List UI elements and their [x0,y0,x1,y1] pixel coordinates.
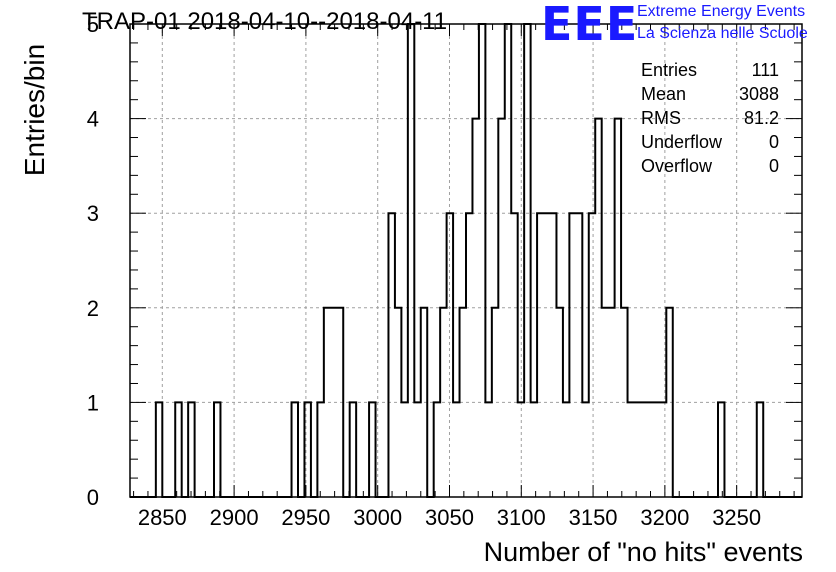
logo-line-2: La Scienza nelle Scuole [637,25,808,42]
chart-title: TRAP-01 2018-04-10--2018-04-11 [82,8,448,35]
plot-frame [129,23,803,498]
stat-value: 111 [751,60,779,80]
x-tick-label: 3150 [569,505,618,530]
y-axis-label: Entries/bin [19,43,50,177]
stat-label: Underflow [641,132,723,152]
stat-row-entries: Entries 111 [641,58,779,82]
stats-box: Entries 111 Mean 3088 RMS 81.2 Underflow… [641,58,779,178]
x-tick-label: 3000 [353,505,402,530]
y-tick-label: 4 [87,107,99,132]
y-tick-label: 3 [87,201,99,226]
stat-value: 81.2 [743,108,779,128]
x-tick-label: 3100 [497,505,546,530]
x-tick-label: 2950 [281,505,330,530]
axis-ticks [130,23,802,498]
y-tick-label: 1 [87,390,99,415]
stat-value: 0 [768,156,779,176]
tick-labels: 2850 2900 2950 3000 3050 3100 3150 3200 3250 0 1 2 3… [87,12,761,530]
x-axis-label: Number of "no hits" events [483,537,803,567]
axes-frame [129,23,803,498]
y-tick-label: 2 [87,296,99,321]
stat-row-rms: RMS 81.2 [641,106,779,130]
y-tick-label: 0 [87,485,99,510]
stat-value: 0 [768,132,779,152]
x-tick-label: 3200 [640,505,689,530]
stat-row-mean: Mean 3088 [641,82,779,106]
logo-line-1: Extreme Energy Events [637,3,806,20]
x-tick-label: 2850 [138,505,187,530]
stat-label: Mean [641,84,687,104]
stat-row-overflow: Overflow 0 [641,154,779,178]
stat-row-underflow: Underflow 0 [641,130,779,154]
x-tick-label: 3250 [712,505,761,530]
stat-label: RMS [641,108,681,128]
stat-value: 3088 [738,84,779,104]
x-tick-label: 3050 [425,505,474,530]
x-tick-label: 2900 [210,505,259,530]
stat-label: Overflow [641,156,713,176]
eee-logo-icon: EEE [541,0,639,51]
stat-label: Entries [641,60,698,80]
y-tick-label: 5 [87,12,99,37]
